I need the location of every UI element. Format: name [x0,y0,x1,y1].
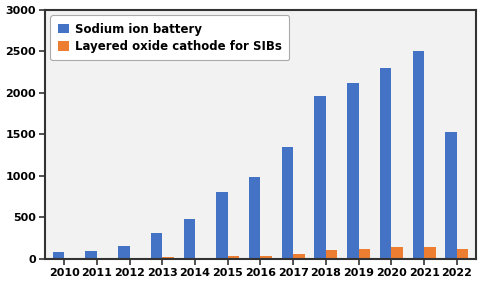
Bar [457,249,469,259]
Bar [413,51,424,259]
Bar [53,252,64,259]
Bar [282,147,293,259]
Bar [260,256,272,259]
Bar [347,83,359,259]
Bar [228,256,239,259]
Bar [195,258,206,259]
Bar [445,132,457,259]
Bar [326,250,337,259]
Bar [249,177,260,259]
Bar [184,219,195,259]
Legend: Sodium ion battery, Layered oxide cathode for SIBs: Sodium ion battery, Layered oxide cathod… [51,15,289,60]
Bar [118,246,130,259]
Bar [97,258,108,259]
Bar [293,254,305,259]
Bar [64,258,76,259]
Bar [151,233,162,259]
Bar [162,258,174,259]
Bar [314,96,326,259]
Bar [359,249,370,259]
Bar [216,192,228,259]
Bar [130,258,141,259]
Bar [391,247,403,259]
Bar [424,247,436,259]
Bar [380,68,391,259]
Bar [85,251,97,259]
